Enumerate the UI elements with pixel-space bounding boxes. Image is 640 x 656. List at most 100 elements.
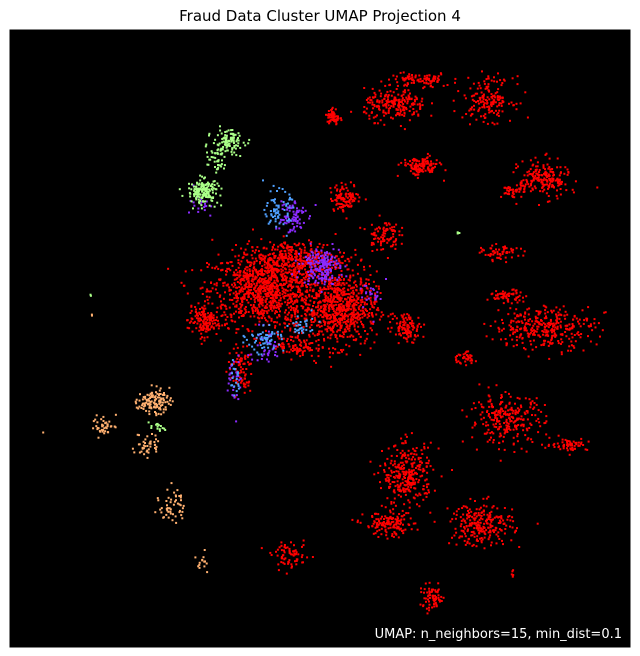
scatter-point [371, 103, 374, 106]
scatter-point [330, 302, 333, 305]
scatter-point [198, 320, 201, 323]
scatter-point [516, 315, 519, 318]
scatter-point [531, 414, 533, 416]
scatter-point [397, 522, 400, 525]
scatter-point [377, 230, 380, 233]
scatter-point [485, 85, 488, 88]
scatter-point [480, 403, 483, 406]
scatter-point [429, 441, 432, 444]
scatter-point [397, 99, 400, 101]
scatter-point [453, 512, 455, 515]
scatter-point [236, 299, 239, 302]
scatter-point [524, 348, 527, 351]
scatter-point [402, 475, 405, 478]
scatter-point [366, 295, 369, 298]
scatter-point [442, 84, 445, 87]
scatter-point [195, 327, 198, 330]
scatter-point [561, 441, 564, 444]
scatter-point [525, 178, 528, 181]
scatter-point [243, 251, 246, 254]
scatter-point [267, 267, 270, 270]
scatter-point [418, 102, 421, 105]
scatter-point [500, 515, 503, 518]
scatter-point [338, 194, 341, 196]
scatter-point [277, 245, 280, 248]
scatter-point [258, 256, 261, 259]
scatter-point [310, 241, 313, 244]
scatter-point [390, 501, 393, 503]
scatter-point [390, 521, 393, 524]
scatter-point [537, 178, 540, 181]
scatter-point [368, 96, 371, 99]
scatter-point [395, 88, 398, 90]
scatter-point [256, 316, 259, 319]
scatter-point [465, 415, 468, 418]
scatter-point [319, 309, 322, 312]
scatter-point [477, 110, 480, 113]
scatter-point [261, 304, 264, 307]
scatter-point [239, 310, 242, 313]
scatter-point [550, 309, 553, 312]
scatter-point [530, 343, 533, 346]
scatter-point [243, 377, 246, 380]
scatter-point [388, 84, 391, 87]
scatter-point [296, 261, 299, 264]
scatter-point [421, 453, 424, 455]
scatter-point [572, 318, 575, 321]
scatter-point [520, 184, 523, 187]
scatter-point [499, 414, 502, 417]
scatter-point [282, 346, 285, 348]
scatter-point [239, 278, 242, 281]
scatter-point [199, 324, 202, 327]
scatter-point [537, 417, 540, 420]
scatter-point [294, 276, 297, 279]
scatter-point [263, 269, 266, 272]
scatter-point [462, 353, 465, 356]
scatter-point [547, 334, 550, 337]
scatter-point [361, 298, 364, 301]
scatter-point [268, 291, 271, 294]
scatter-point [549, 168, 552, 171]
scatter-point [361, 513, 364, 516]
scatter-point [336, 301, 339, 303]
scatter-point [416, 472, 418, 475]
scatter-point [253, 268, 256, 271]
scatter-point [390, 236, 393, 239]
scatter-point [537, 334, 540, 337]
scatter-point [312, 321, 315, 323]
scatter-point [290, 298, 292, 300]
scatter-point [404, 331, 407, 334]
scatter-point [396, 174, 399, 177]
scatter-point [338, 309, 341, 312]
scatter-point [421, 474, 424, 477]
scatter-point [387, 480, 390, 483]
scatter-point [481, 530, 483, 533]
scatter-point [341, 262, 344, 265]
scatter-point [251, 280, 254, 283]
scatter-point [360, 320, 362, 323]
scatter-point [284, 254, 287, 257]
scatter-point [532, 171, 535, 174]
scatter-point [331, 106, 334, 109]
scatter-point [423, 164, 426, 167]
scatter-point [516, 407, 519, 410]
scatter-point [205, 295, 208, 298]
scatter-point [570, 332, 573, 335]
scatter-point [334, 323, 337, 325]
scatter-point [239, 302, 242, 305]
scatter-point [544, 183, 547, 186]
scatter-point [284, 242, 286, 245]
scatter-point [252, 228, 254, 231]
scatter-point [499, 292, 501, 295]
scatter-point [290, 316, 293, 319]
scatter-point [493, 123, 496, 126]
scatter-point [582, 444, 585, 446]
scatter-point [261, 272, 264, 275]
scatter-point [424, 77, 427, 80]
scatter-point [299, 291, 301, 294]
scatter-point [286, 246, 289, 249]
scatter-point [299, 255, 302, 258]
scatter-point [417, 334, 419, 337]
scatter-point [317, 304, 320, 307]
scatter-point [290, 348, 293, 351]
